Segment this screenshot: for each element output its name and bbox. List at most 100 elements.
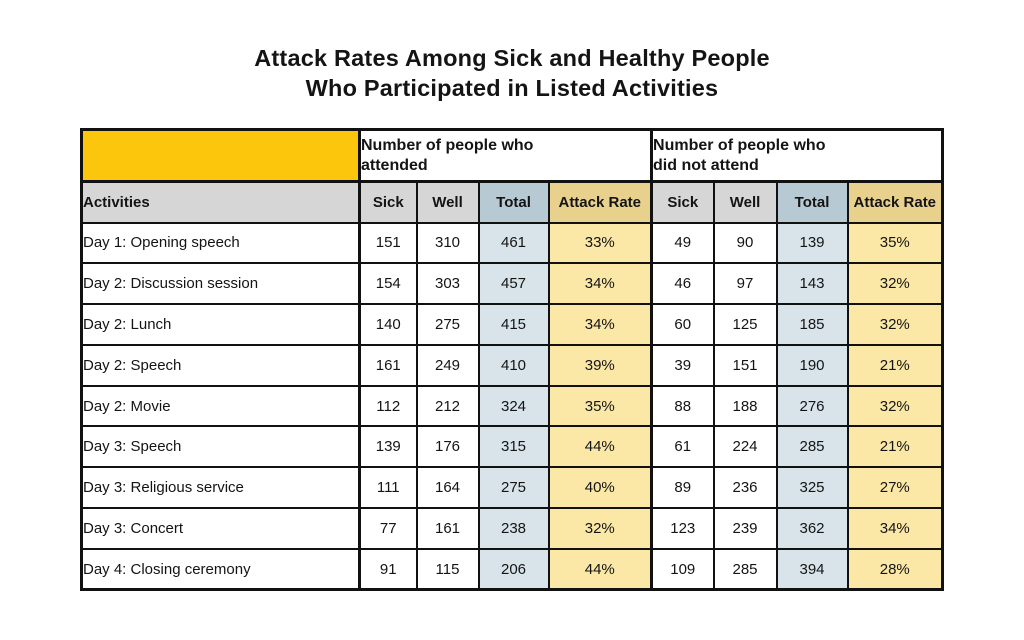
table-row: Day 2: Discussion session 154 303 457 34% 46 9… [80,262,944,306]
activity-cell: Day 2: Speech [80,343,361,387]
table-row: Day 2: Speech 161 249 410 39% 39 151 190 21% [80,343,944,387]
not-attended-sick-cell: 88 [650,384,715,428]
not-attended-sick-cell: 39 [650,343,715,387]
attended-total-cell: 275 [477,466,550,510]
not-attended-total-cell: 362 [775,507,849,550]
not-attended-total-cell: 276 [775,384,849,428]
not-attended-well-cell: 188 [712,384,778,428]
group-header-attended: Number of people who attended [357,128,653,183]
attended-total-cell: 461 [477,221,550,265]
attended-attack-rate-cell: 44% [547,425,653,469]
attack-rate-table: Number of people who attended Number of … [80,128,945,592]
attended-sick-cell: 151 [358,221,418,265]
not-attended-sick-cell: 89 [650,466,715,510]
not-attended-total-cell: 143 [775,262,849,306]
activity-cell: Day 3: Religious service [80,466,361,510]
table-row: Day 2: Lunch 140 275 415 34% 60 125 185 32% [80,303,944,346]
not-attended-total-cell: 190 [775,343,849,387]
table-row: Day 1: Opening speech 151 310 461 33% 49 90 139… [80,221,944,265]
activity-cell: Day 4: Closing ceremony [80,547,361,591]
not-attended-attack-rate-cell: 21% [846,425,944,469]
not-attended-well-cell: 285 [712,547,778,591]
activity-cell: Day 2: Discussion session [80,262,361,306]
attended-sick-cell: 111 [358,466,418,510]
attended-attack-rate-cell: 40% [547,466,653,510]
attended-attack-rate-cell: 34% [547,303,653,346]
attended-sick-cell: 112 [358,384,418,428]
not-attended-attack-rate-cell: 35% [846,221,944,265]
not-attended-well-cell: 224 [712,425,778,469]
attended-attack-rate-cell: 39% [547,343,653,387]
attended-well-cell: 164 [415,466,480,510]
not-attended-well-cell: 236 [712,466,778,510]
group-header-row: Number of people who attended Number of … [80,128,944,183]
not-attended-total-cell: 325 [775,466,849,510]
not-attended-sick-cell: 123 [650,507,715,550]
attended-total-cell: 410 [477,343,550,387]
not-attended-attack-rate-cell: 32% [846,384,944,428]
not-attended-attack-rate-cell: 28% [846,547,944,591]
not-attended-sick-cell: 60 [650,303,715,346]
not-attended-attack-rate-cell: 34% [846,507,944,550]
attended-total-cell: 315 [477,425,550,469]
not-attended-sick-cell: 109 [650,547,715,591]
not-attended-attack-rate-cell: 32% [846,262,944,306]
table-row: Day 2: Movie 112 212 324 35% 88 188 276 32% [80,384,944,428]
not-attended-sick-cell: 46 [650,262,715,306]
corner-cell [80,128,361,183]
table-body: Day 1: Opening speech 151 310 461 33% 49 90 139… [80,221,944,591]
column-header-activities: Activities [80,180,361,224]
attended-well-cell: 249 [415,343,480,387]
not-attended-sick-cell: 49 [650,221,715,265]
attended-sick-cell: 161 [358,343,418,387]
attended-attack-rate-cell: 34% [547,262,653,306]
not-attended-attack-rate-cell: 32% [846,303,944,346]
group-header-not-attended: Number of people who did not attend [650,128,944,183]
figure-title-line1: Attack Rates Among Sick and Healthy Peop… [254,45,770,71]
activity-cell: Day 1: Opening speech [80,221,361,265]
attended-well-cell: 212 [415,384,480,428]
figure-title-line2: Who Participated in Listed Activities [305,74,719,101]
column-header-row: Activities Sick Well Total Attack Rate S… [80,180,944,224]
attended-total-cell: 238 [477,507,550,550]
not-attended-well-cell: 97 [712,262,778,306]
attended-total-cell: 324 [477,384,550,428]
column-header-attended-total: Total [477,180,550,224]
attended-well-cell: 310 [415,221,480,265]
column-header-attended-attack-rate: Attack Rate [547,180,653,224]
attended-total-cell: 206 [477,547,550,591]
not-attended-well-cell: 125 [712,303,778,346]
not-attended-total-cell: 139 [775,221,849,265]
column-header-not-attended-total: Total [775,180,849,224]
table-row: Day 3: Speech 139 176 315 44% 61 224 285 21% [80,425,944,469]
attended-well-cell: 275 [415,303,480,346]
column-header-not-attended-well: Well [712,180,778,224]
attended-attack-rate-cell: 33% [547,221,653,265]
column-header-not-attended-sick: Sick [650,180,715,224]
not-attended-well-cell: 151 [712,343,778,387]
not-attended-total-cell: 185 [775,303,849,346]
table-row: Day 3: Concert 77 161 238 32% 123 239 362 34% [80,507,944,550]
column-header-attended-well: Well [415,180,480,224]
attended-well-cell: 161 [415,507,480,550]
activity-cell: Day 2: Movie [80,384,361,428]
attended-well-cell: 176 [415,425,480,469]
attended-well-cell: 303 [415,262,480,306]
attended-attack-rate-cell: 44% [547,547,653,591]
attended-sick-cell: 91 [358,547,418,591]
attended-sick-cell: 77 [358,507,418,550]
attended-sick-cell: 154 [358,262,418,306]
activity-cell: Day 2: Lunch [80,303,361,346]
not-attended-attack-rate-cell: 27% [846,466,944,510]
column-header-not-attended-attack-rate: Attack Rate [846,180,944,224]
not-attended-well-cell: 239 [712,507,778,550]
attended-attack-rate-cell: 35% [547,384,653,428]
not-attended-well-cell: 90 [712,221,778,265]
not-attended-total-cell: 285 [775,425,849,469]
column-header-attended-sick: Sick [358,180,418,224]
figure-title: Attack Rates Among Sick and Healthy Peop… [0,44,1024,104]
attended-sick-cell: 140 [358,303,418,346]
table-row: Day 3: Religious service 111 164 275 40% 89 23… [80,466,944,510]
activity-cell: Day 3: Concert [80,507,361,550]
